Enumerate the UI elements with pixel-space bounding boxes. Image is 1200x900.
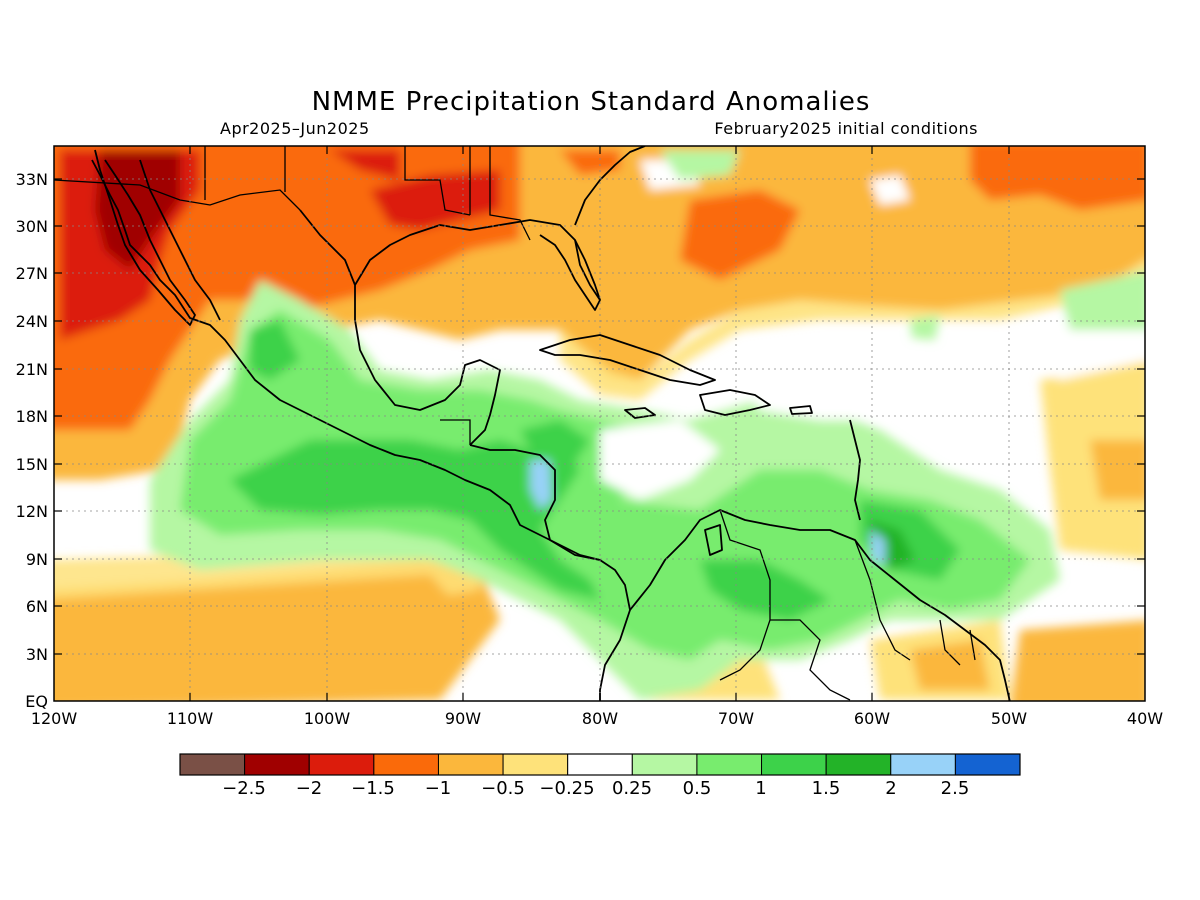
lat-label: 3N bbox=[26, 645, 48, 664]
lat-label: 12N bbox=[16, 502, 48, 521]
colorbar-swatch bbox=[954, 753, 1021, 776]
graticule bbox=[54, 146, 1145, 701]
map-title: NMME Precipitation Standard Anomalies bbox=[312, 87, 871, 117]
colorbar-label: 2.5 bbox=[941, 778, 970, 799]
colorbar-swatch bbox=[244, 753, 310, 776]
longitude-axis: 120W 110W 100W 90W 80W 70W 60W 50W 40W bbox=[31, 146, 1163, 728]
colorbar-label: 1.5 bbox=[812, 778, 841, 799]
colorbar-swatch bbox=[373, 753, 439, 776]
colorbar-swatch bbox=[890, 753, 956, 776]
forecast-period: Apr2025–Jun2025 bbox=[220, 119, 370, 138]
colorbar-label: −1.5 bbox=[351, 778, 395, 799]
colorbar-swatch bbox=[761, 753, 827, 776]
lat-label: 30N bbox=[16, 217, 48, 236]
colorbar-swatches bbox=[179, 753, 1021, 776]
lat-label: 33N bbox=[16, 170, 48, 189]
lat-label: 21N bbox=[16, 360, 48, 379]
coastlines bbox=[91, 146, 1011, 701]
colorbar-swatch bbox=[631, 753, 698, 776]
colorbar-label: −1 bbox=[425, 778, 452, 799]
lon-label: 90W bbox=[445, 709, 481, 728]
lon-label: 120W bbox=[31, 709, 78, 728]
colorbar: −2.5 −2 −1.5 −1 −0.5 −0.25 0.25 0.5 1 1.… bbox=[179, 753, 1021, 799]
lat-label: 18N bbox=[16, 407, 48, 426]
colorbar-label: −0.5 bbox=[481, 778, 525, 799]
colorbar-swatch bbox=[308, 753, 375, 776]
colorbar-swatch bbox=[179, 753, 246, 776]
lat-label: 27N bbox=[16, 264, 48, 283]
lat-label: 15N bbox=[16, 455, 48, 474]
colorbar-swatch bbox=[502, 753, 569, 776]
anomaly-field bbox=[54, 146, 1145, 701]
lon-label: 110W bbox=[167, 709, 214, 728]
lon-label: 50W bbox=[991, 709, 1027, 728]
lon-label: 40W bbox=[1127, 709, 1163, 728]
lat-label: 24N bbox=[16, 312, 48, 331]
lat-label: EQ bbox=[25, 692, 48, 711]
latitude-axis: 33N 30N 27N 24N 21N 18N 15N 12N 9N 6N 3N… bbox=[16, 170, 1145, 711]
lat-label: 9N bbox=[26, 550, 48, 569]
lon-label: 70W bbox=[718, 709, 754, 728]
political-borders bbox=[54, 146, 976, 701]
colorbar-swatch bbox=[437, 753, 504, 776]
colorbar-label: 2 bbox=[885, 778, 896, 799]
lat-label: 6N bbox=[26, 597, 48, 616]
colorbar-label: 1 bbox=[755, 778, 766, 799]
colorbar-label: −2.5 bbox=[222, 778, 266, 799]
colorbar-swatch bbox=[696, 753, 763, 776]
lon-label: 60W bbox=[854, 709, 890, 728]
colorbar-label: 0.25 bbox=[612, 778, 652, 799]
colorbar-swatch bbox=[825, 753, 892, 776]
initial-conditions: February2025 initial conditions bbox=[714, 119, 978, 138]
lon-label: 100W bbox=[304, 709, 351, 728]
colorbar-label: 0.5 bbox=[683, 778, 712, 799]
colorbar-label: −0.25 bbox=[539, 778, 594, 799]
lon-label: 80W bbox=[582, 709, 618, 728]
colorbar-swatch bbox=[567, 753, 633, 776]
colorbar-label: −2 bbox=[296, 778, 323, 799]
